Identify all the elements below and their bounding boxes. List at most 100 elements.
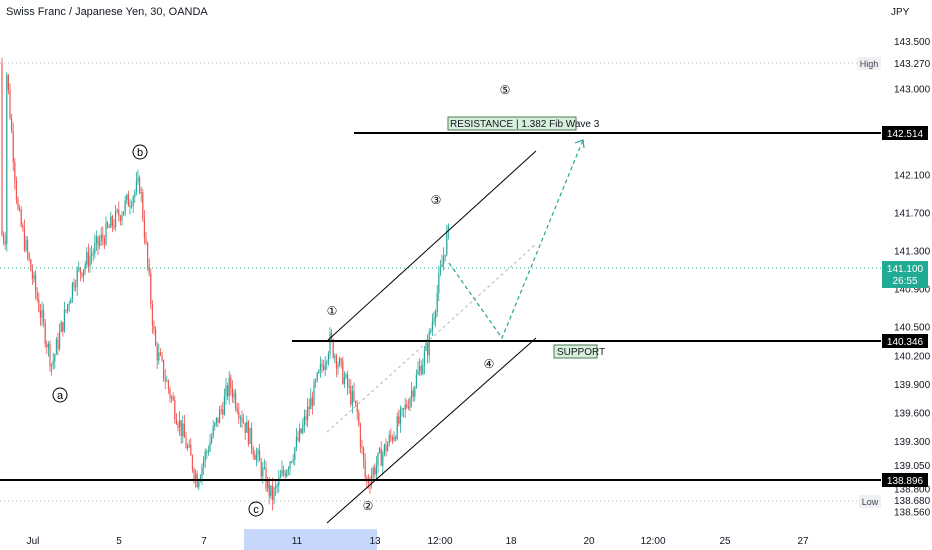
- candle-body: [399, 409, 401, 424]
- candle-body: [75, 287, 77, 289]
- candle-body: [417, 370, 419, 375]
- candle-body: [238, 412, 240, 419]
- candle-body: [102, 234, 104, 239]
- candle-body: [153, 325, 155, 330]
- candle-body: [308, 406, 310, 410]
- candle-body: [438, 273, 440, 293]
- candle-body: [355, 400, 357, 404]
- candle-body: [20, 209, 22, 226]
- price-tick-label: 141.300: [894, 247, 931, 258]
- candle-body: [431, 321, 433, 331]
- resistance-price-badge-bg: [882, 126, 928, 140]
- candle-body: [369, 483, 371, 485]
- last-price-badge-bg: [882, 261, 928, 288]
- candle-body: [65, 309, 67, 311]
- candle-body: [356, 403, 358, 413]
- candle-body: [12, 131, 14, 163]
- candle-body: [7, 74, 9, 90]
- candle-body: [161, 355, 163, 360]
- price-tick-label: 141.700: [894, 208, 931, 219]
- candle-body: [15, 180, 17, 200]
- candle-body: [89, 256, 91, 267]
- wave-label-b-text: b: [137, 147, 143, 159]
- candle-body: [191, 455, 193, 470]
- candle-body: [294, 447, 296, 460]
- candle-body: [343, 377, 345, 384]
- candle-body: [383, 444, 385, 454]
- candle-body: [409, 398, 411, 408]
- candle-body: [396, 416, 398, 439]
- candle-body: [41, 310, 43, 318]
- candle-body: [132, 197, 134, 206]
- high-tag-bg: [857, 57, 881, 70]
- candle-body: [235, 392, 237, 408]
- channel-lower-line[interactable]: [326, 337, 537, 524]
- candle-body: [119, 216, 121, 221]
- candle-body: [444, 254, 446, 256]
- candle-body: [340, 358, 342, 361]
- x-axis-highlight-band: [244, 529, 377, 550]
- candle-body: [159, 352, 161, 356]
- candle-body: [30, 259, 32, 271]
- candle-body: [55, 339, 57, 355]
- time-tick-label: Jul: [27, 536, 40, 547]
- candle-body: [145, 238, 147, 243]
- candle-body: [84, 264, 86, 270]
- candle-body: [38, 299, 40, 312]
- candle-body: [36, 291, 38, 300]
- price-tick-label: 143.500: [894, 37, 931, 48]
- candle-body: [110, 216, 112, 228]
- channel-upper-line[interactable]: [326, 150, 537, 342]
- candle-body: [123, 211, 125, 216]
- candle-body: [260, 460, 262, 477]
- candle-body: [151, 303, 153, 326]
- candle-body: [295, 437, 297, 448]
- candle-body: [207, 451, 209, 453]
- candle-body: [57, 339, 59, 349]
- candle-body: [401, 408, 403, 410]
- candle-body: [441, 264, 443, 268]
- candle-body: [47, 343, 49, 348]
- candle-body: [201, 466, 203, 478]
- candle-body: [327, 354, 329, 362]
- candle-body: [420, 366, 422, 375]
- candle-body: [44, 322, 46, 345]
- candle-body: [81, 272, 83, 277]
- candle-body: [108, 226, 110, 228]
- candle-body: [358, 412, 360, 426]
- candle-body: [17, 199, 19, 209]
- candle-body: [223, 395, 225, 415]
- candle-body: [124, 200, 126, 212]
- resistance-price-badge: 142.514: [887, 129, 924, 140]
- candle-body: [289, 461, 291, 469]
- candle-body: [299, 428, 301, 441]
- low-line-price-badge-bg: [882, 473, 928, 487]
- candle-body: [318, 370, 320, 373]
- wave-label-c-text: c: [253, 504, 259, 516]
- candle-body: [239, 417, 241, 419]
- candle-body: [134, 191, 136, 197]
- candle-body: [172, 397, 174, 401]
- candle-body: [414, 387, 416, 397]
- candle-body: [262, 467, 264, 477]
- candle-body: [228, 377, 230, 397]
- candle-body: [182, 423, 184, 436]
- candle-body: [412, 390, 414, 397]
- candle-body: [4, 240, 6, 245]
- candle-body: [436, 292, 438, 312]
- candle-body: [211, 437, 213, 443]
- candle-body: [11, 118, 13, 132]
- candle-body: [329, 332, 331, 354]
- candle-body: [171, 397, 173, 398]
- candle-body: [379, 448, 381, 453]
- candle-body: [393, 437, 395, 441]
- candle-body: [131, 205, 133, 207]
- time-axis-ticks: Jul 5 7 11 13 12:00 18 20 12:00 25 27: [27, 536, 809, 547]
- candle-body: [111, 216, 113, 226]
- wave-label-a-text: a: [57, 390, 64, 402]
- candle-body: [215, 417, 217, 423]
- candle-body: [407, 407, 409, 409]
- candle-body: [175, 419, 177, 425]
- candle-body: [319, 364, 321, 371]
- price-tick-label: 143.270: [894, 59, 931, 70]
